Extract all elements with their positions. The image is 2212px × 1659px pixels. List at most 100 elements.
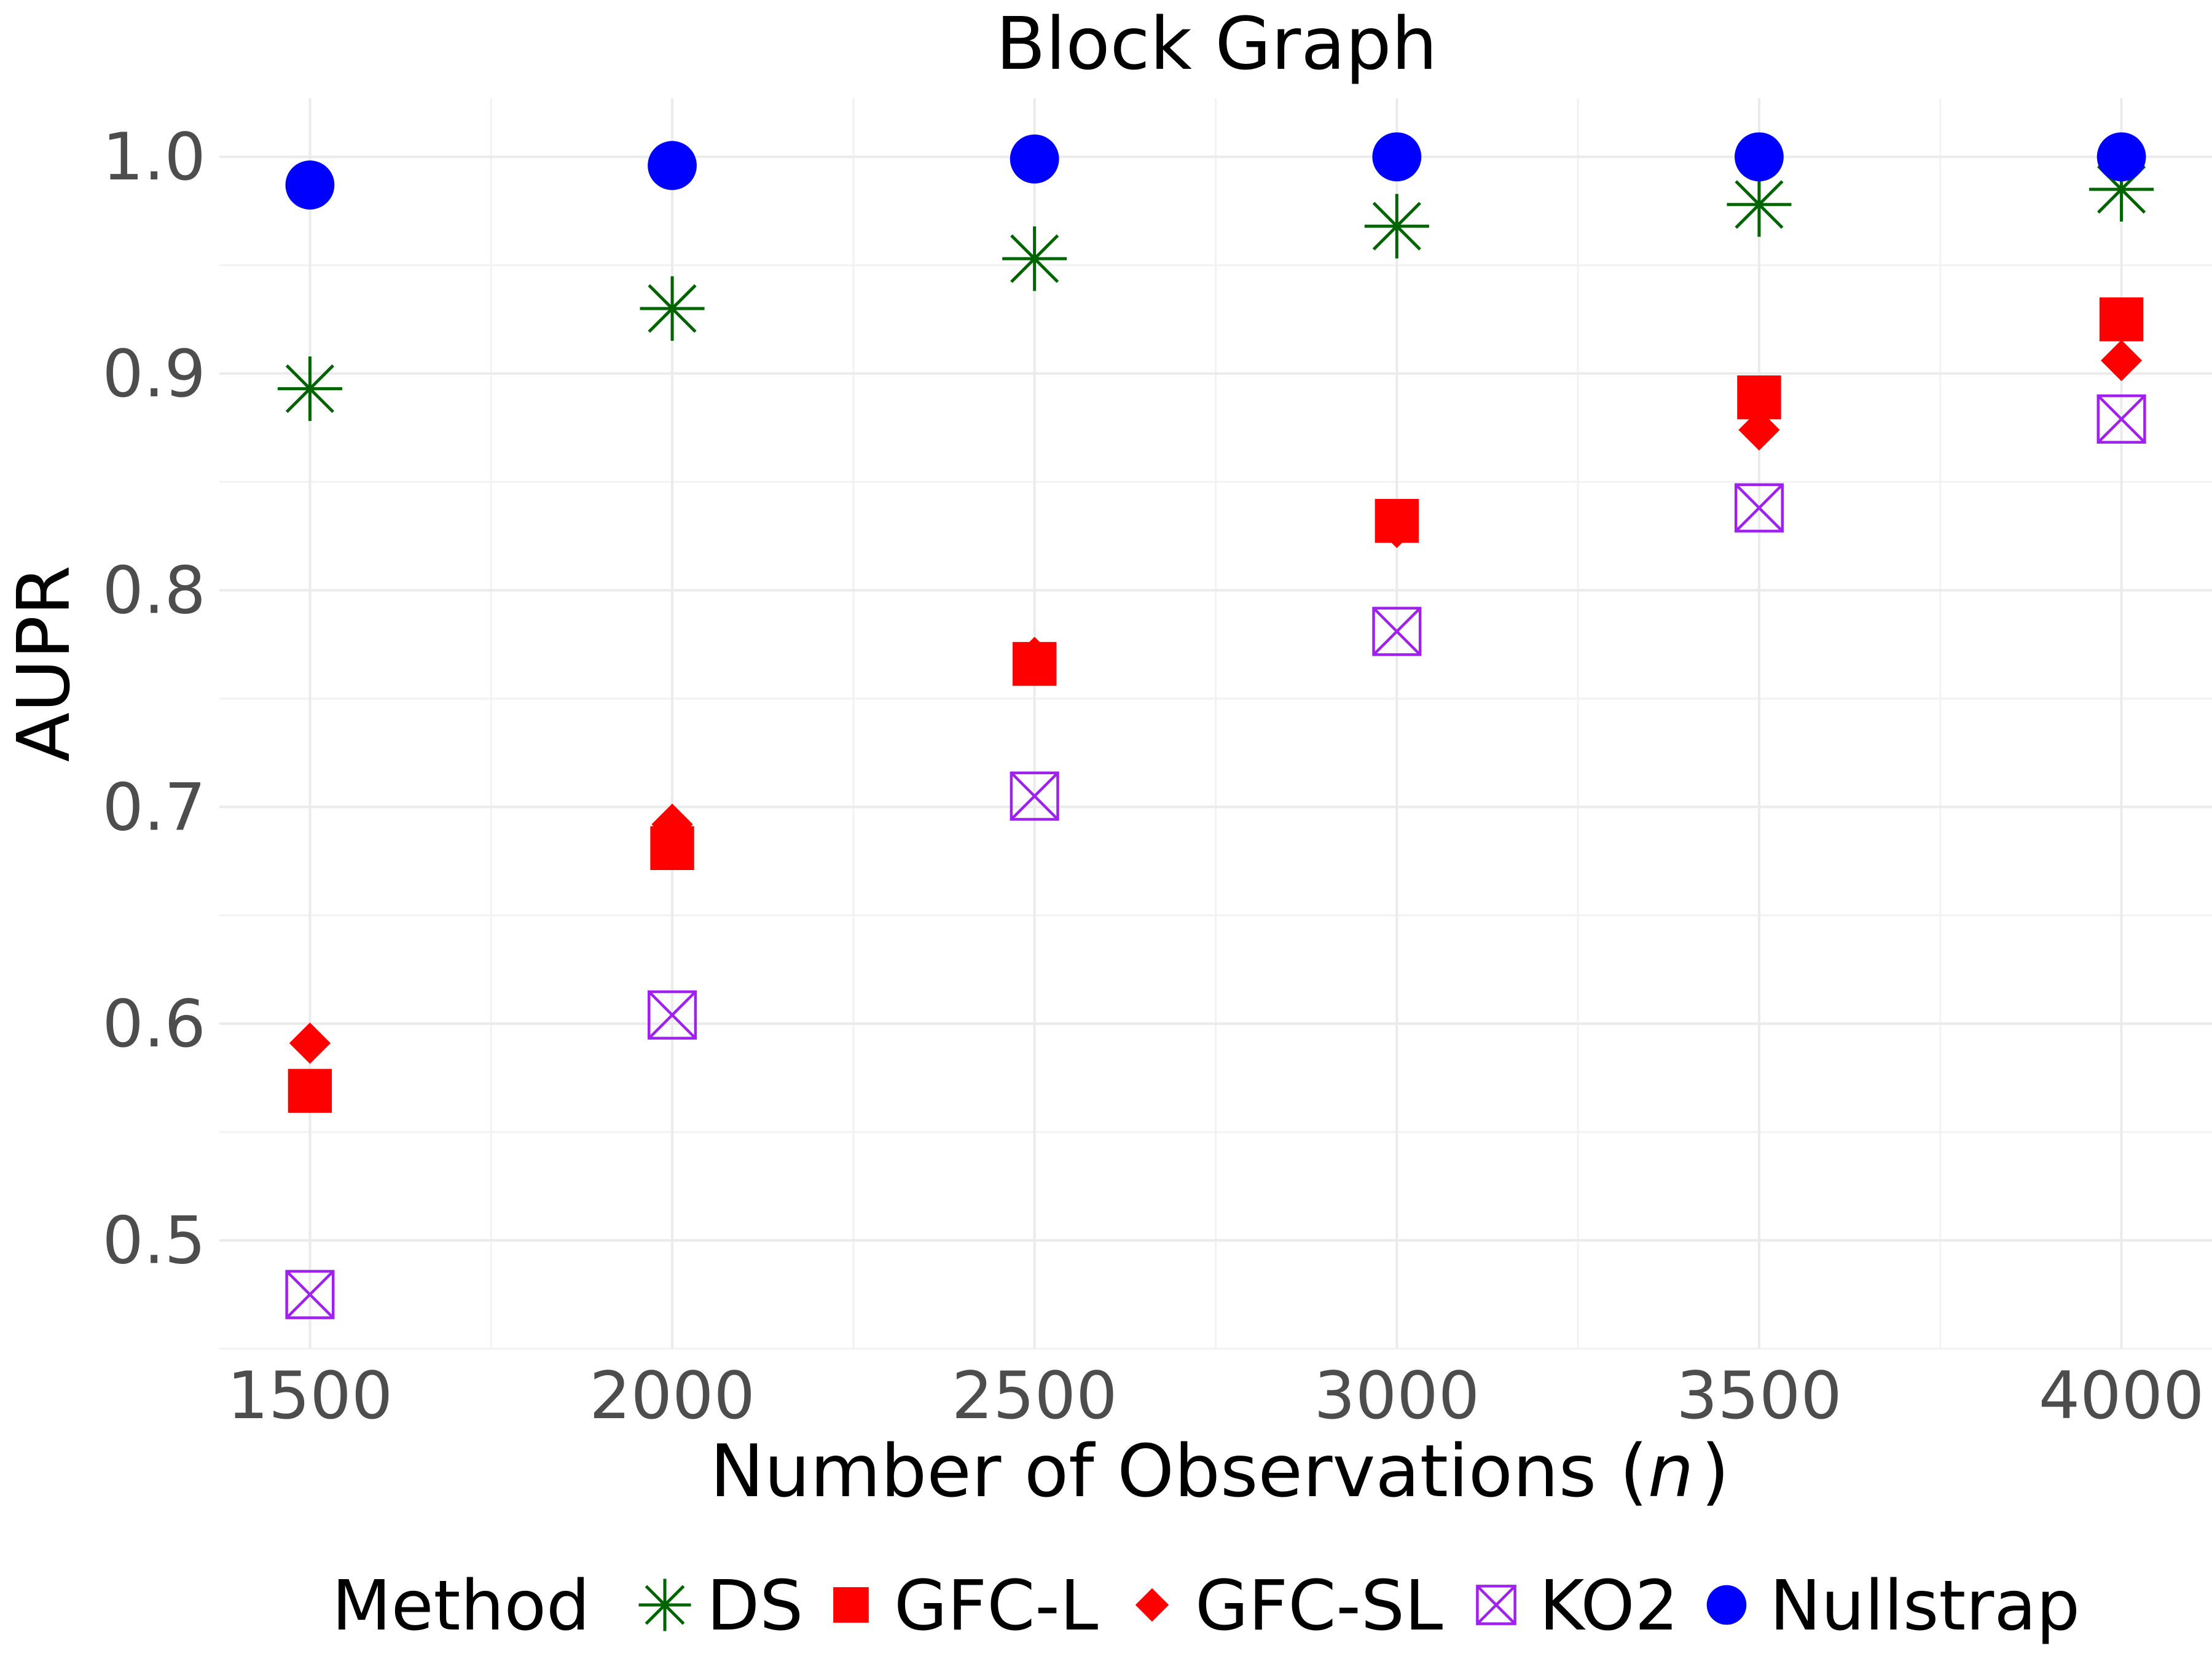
data-point [289, 1022, 331, 1064]
marker-shape [648, 141, 697, 190]
data-point [648, 141, 697, 190]
x-axis-title-close: ) [1701, 1429, 1730, 1513]
series-gfc-sl [289, 340, 2143, 1064]
x-tick-label: 3000 [1314, 1358, 1480, 1433]
data-point [277, 356, 342, 422]
legend-symbol [1476, 1585, 1516, 1625]
marker-shape [1372, 606, 1422, 656]
legend-item-gfc-sl: GFC-SL [1135, 1566, 1443, 1646]
x-tick-label: 4000 [2039, 1358, 2205, 1433]
legend-symbol [1706, 1585, 1747, 1625]
marker-stroke [1372, 202, 1421, 251]
marker-shape [1734, 483, 1784, 533]
data-points [277, 132, 2154, 1319]
chart-title: Block Graph [996, 1, 1438, 86]
marker-stroke [1476, 1585, 1516, 1625]
data-point [640, 276, 705, 341]
y-tick-label: 0.8 [102, 553, 206, 629]
marker-shape [647, 990, 697, 1040]
y-tick-label: 0.6 [102, 986, 206, 1062]
legend-item-ds: DS [638, 1566, 803, 1646]
data-point [2100, 340, 2143, 382]
marker-shape [288, 1069, 332, 1113]
marker-shape [1738, 409, 1780, 451]
legend-symbol [1135, 1588, 1169, 1622]
x-axis-title-variable: n [1648, 1429, 1694, 1513]
y-tick-label: 0.9 [102, 336, 206, 412]
marker-shape [2096, 132, 2146, 182]
series-nullstrap [285, 132, 2146, 210]
y-tick-label: 0.7 [102, 769, 206, 845]
marker-shape [285, 1269, 335, 1319]
marker-stroke [1010, 772, 1059, 821]
marker-shape [285, 160, 335, 210]
data-point [1734, 483, 1784, 533]
legend-label: KO2 [1539, 1566, 1679, 1646]
legend-title: Method [332, 1566, 590, 1646]
data-point [2096, 394, 2146, 444]
marker-shape [2100, 340, 2143, 382]
data-point [647, 990, 697, 1040]
legend-label: GFC-SL [1195, 1566, 1443, 1646]
data-point [651, 803, 693, 845]
legend-symbol [638, 1579, 691, 1631]
data-point [1364, 194, 1429, 259]
x-tick-label: 3500 [1676, 1358, 1842, 1433]
grid [219, 98, 2212, 1350]
data-point [1738, 409, 1780, 451]
data-point [2096, 132, 2146, 182]
marker-shape [833, 1587, 869, 1623]
data-point [285, 160, 335, 210]
data-point [1010, 771, 1059, 821]
y-tick-label: 1.0 [102, 119, 206, 195]
marker-shape [1135, 1588, 1169, 1622]
marker-shape [2099, 297, 2144, 342]
data-point [1372, 606, 1422, 656]
x-tick-label: 2000 [589, 1358, 755, 1433]
marker-shape [289, 1022, 331, 1064]
legend-item-ko2: KO2 [1476, 1566, 1679, 1646]
legend: Method DS GFC-L GFC-SL KO2 Nullstrap [332, 1566, 2080, 1646]
marker-stroke [648, 284, 697, 333]
marker-stroke [1372, 607, 1421, 656]
x-axis-ticks: 1500 2000 2500 3000 3500 4000 [227, 1358, 2205, 1433]
marker-shape [2096, 394, 2146, 444]
x-axis-title-text: Number of Observations ( [710, 1429, 1647, 1513]
legend-item-nullstrap: Nullstrap [1706, 1566, 2080, 1646]
series-gfc-l [288, 297, 2144, 1113]
data-point [1727, 172, 1792, 237]
y-axis-ticks: 0.5 0.6 0.7 0.8 0.9 1.0 [102, 119, 206, 1278]
data-point [285, 1269, 335, 1319]
data-point [1014, 637, 1056, 678]
y-tick-label: 0.5 [102, 1203, 206, 1279]
marker-shape [1476, 1585, 1516, 1625]
data-point [1010, 134, 1059, 184]
legend-item-gfc-l: GFC-L [833, 1566, 1098, 1646]
legend-label: GFC-L [894, 1566, 1098, 1646]
series-ko2 [285, 394, 2146, 1319]
data-point [2099, 297, 2144, 342]
marker-shape [651, 803, 693, 845]
marker-shape [1010, 771, 1059, 821]
marker-stroke [2097, 394, 2146, 444]
legend-label: DS [707, 1566, 803, 1646]
x-tick-label: 1500 [227, 1358, 393, 1433]
x-axis-title: Number of Observations (n) [710, 1429, 1729, 1513]
data-point [1372, 132, 1422, 182]
marker-stroke [648, 990, 697, 1040]
marker-shape [1735, 132, 1784, 182]
marker-stroke [286, 1270, 334, 1319]
marker-stroke [1735, 484, 1784, 532]
marker-stroke [645, 1585, 685, 1625]
marker-shape [1376, 506, 1418, 548]
marker-shape [1010, 134, 1059, 184]
marker-shape [1014, 637, 1056, 678]
data-point [1376, 506, 1418, 548]
marker-shape [1706, 1585, 1747, 1625]
legend-symbol [833, 1587, 869, 1623]
legend-label: Nullstrap [1770, 1566, 2080, 1646]
x-tick-label: 2500 [952, 1358, 1118, 1433]
data-point [1002, 226, 1067, 291]
data-point [288, 1069, 332, 1113]
